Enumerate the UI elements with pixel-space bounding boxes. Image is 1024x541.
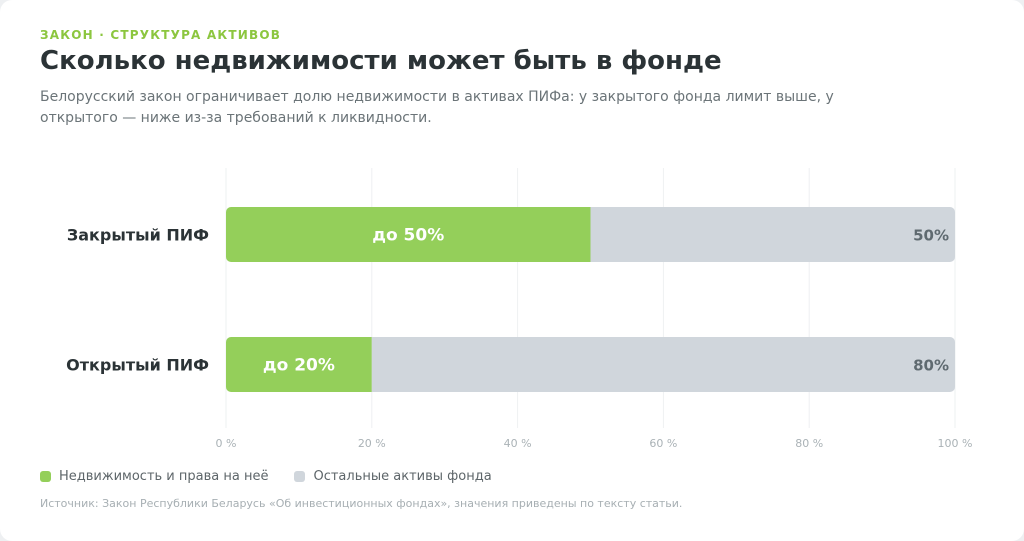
- legend-item-realty: Недвижимость и права на неё: [40, 469, 268, 484]
- x-tick-label: 100 %: [938, 437, 973, 450]
- page-title: Сколько недвижимости может быть в фонде: [40, 46, 722, 76]
- bar-segment-other: [371, 337, 955, 392]
- data-label: 50%: [913, 227, 949, 245]
- legend-label-realty: Недвижимость и права на неё: [59, 469, 269, 484]
- legend-swatch-realty: [40, 471, 51, 482]
- x-tick-label: 0 %: [216, 437, 237, 450]
- legend-swatch-other: [294, 471, 306, 482]
- x-tick-label: 20 %: [358, 437, 386, 450]
- legend-item-other: Остальные активы фонда: [294, 469, 492, 484]
- source-note: Источник: Закон Республики Беларусь «Об …: [40, 497, 683, 510]
- legend-label-other: Остальные активы фонда: [313, 469, 492, 484]
- chart-subtitle: Белорусский закон ограничивает долю недв…: [40, 89, 834, 126]
- x-tick-label: 80 %: [795, 437, 823, 450]
- bar-segment-realty: [226, 337, 372, 392]
- data-label: до 50%: [372, 226, 444, 246]
- x-tick-label: 40 %: [504, 437, 532, 450]
- category-label: Закрытый ПИФ: [67, 226, 209, 245]
- legend: Недвижимость и права на неё Остальные ак…: [40, 469, 518, 484]
- x-tick-label: 60 %: [649, 437, 677, 450]
- bar-segment-realty: [226, 207, 591, 262]
- data-label: 80%: [913, 357, 949, 375]
- data-label: до 20%: [263, 356, 335, 376]
- category-label: Открытый ПИФ: [66, 356, 209, 375]
- bar-segment-other: [590, 207, 955, 262]
- eyebrow-label: ЗАКОН · СТРУКТУРА АКТИВОВ: [40, 28, 282, 42]
